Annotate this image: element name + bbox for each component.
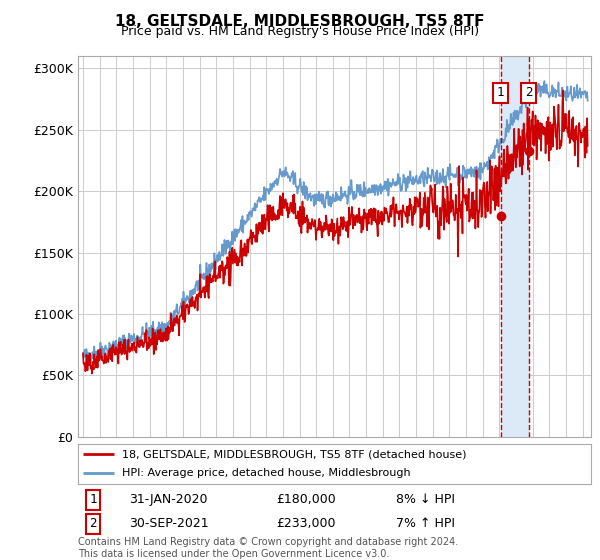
Text: HPI: Average price, detached house, Middlesbrough: HPI: Average price, detached house, Midd… [122,468,410,478]
Text: Contains HM Land Registry data © Crown copyright and database right 2024.
This d: Contains HM Land Registry data © Crown c… [78,537,458,559]
Text: 2: 2 [89,517,97,530]
Text: 31-JAN-2020: 31-JAN-2020 [129,493,208,506]
Text: 1: 1 [89,493,97,506]
Text: 7% ↑ HPI: 7% ↑ HPI [396,517,455,530]
Text: 2: 2 [525,86,532,99]
Text: 18, GELTSDALE, MIDDLESBROUGH, TS5 8TF: 18, GELTSDALE, MIDDLESBROUGH, TS5 8TF [115,14,485,29]
Text: 8% ↓ HPI: 8% ↓ HPI [396,493,455,506]
Text: £180,000: £180,000 [276,493,336,506]
Text: 30-SEP-2021: 30-SEP-2021 [129,517,209,530]
Text: 18, GELTSDALE, MIDDLESBROUGH, TS5 8TF (detached house): 18, GELTSDALE, MIDDLESBROUGH, TS5 8TF (d… [122,449,466,459]
Text: £233,000: £233,000 [276,517,335,530]
Text: Price paid vs. HM Land Registry's House Price Index (HPI): Price paid vs. HM Land Registry's House … [121,25,479,38]
Text: 1: 1 [497,86,505,99]
Bar [501,56,529,437]
